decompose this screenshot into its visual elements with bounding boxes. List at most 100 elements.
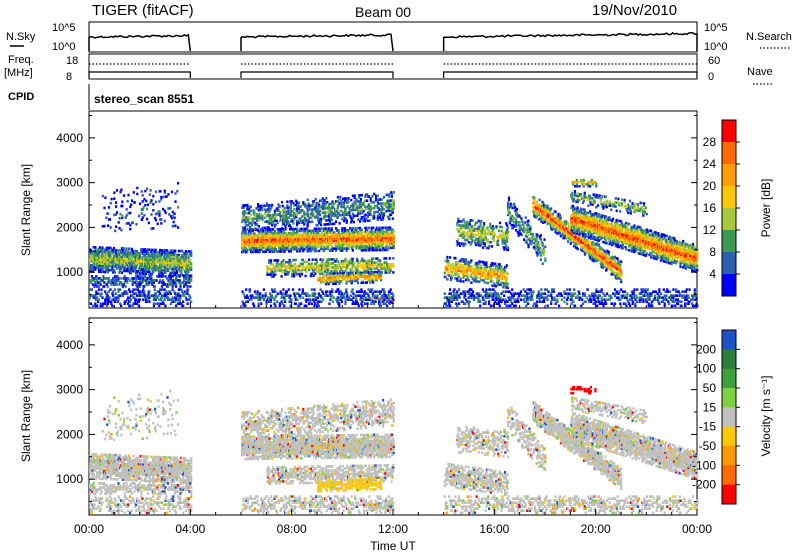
power-cell xyxy=(109,226,112,229)
power-cell xyxy=(146,262,149,266)
power-cell xyxy=(152,268,155,272)
power-cell xyxy=(241,250,245,254)
power-cell xyxy=(327,247,330,251)
power-cell xyxy=(543,238,546,241)
power-cell xyxy=(169,279,172,282)
power-cell xyxy=(543,214,546,217)
power-cell xyxy=(350,245,353,248)
power-cell xyxy=(174,279,177,282)
power-cell xyxy=(153,258,156,262)
power-cell xyxy=(128,269,132,273)
power-cell xyxy=(187,256,190,259)
power-cell xyxy=(134,268,137,271)
power-cell xyxy=(328,235,331,238)
power-cell xyxy=(108,218,111,221)
power-cell xyxy=(122,257,125,260)
power-cell xyxy=(163,219,166,223)
power-cell xyxy=(267,246,270,249)
nave-label: Nave xyxy=(747,66,773,78)
power-cell xyxy=(264,248,268,251)
power-cell xyxy=(131,281,134,284)
power-cell xyxy=(180,270,183,273)
power-cell xyxy=(130,247,133,251)
power-cell xyxy=(146,281,149,284)
power-cell xyxy=(272,236,276,239)
power-cell xyxy=(243,248,246,252)
power-cell xyxy=(106,266,109,270)
power-cell xyxy=(283,248,286,251)
power-cell xyxy=(335,227,338,230)
power-cell xyxy=(156,222,159,226)
power-cell xyxy=(151,252,154,256)
power-cell xyxy=(118,263,121,266)
power-cell xyxy=(113,191,116,194)
power-cell xyxy=(270,230,273,233)
power-cell xyxy=(340,241,343,244)
power-cell xyxy=(140,266,143,269)
power-cell xyxy=(277,240,280,243)
power-cell xyxy=(311,235,315,239)
power-cell xyxy=(132,253,135,257)
power-cell xyxy=(114,265,117,268)
power-cell xyxy=(283,206,286,210)
power-cell xyxy=(166,277,169,280)
power-cell xyxy=(142,206,145,209)
power-cell xyxy=(138,258,141,261)
power-cell xyxy=(90,256,93,259)
power-cell xyxy=(257,225,260,228)
power-cell xyxy=(145,199,148,203)
power-cell xyxy=(171,285,174,288)
power-cell xyxy=(139,277,142,280)
power-cell xyxy=(186,285,189,288)
power-cell xyxy=(120,188,123,192)
power-cell xyxy=(385,257,388,260)
power-cell xyxy=(158,281,161,284)
power-cell xyxy=(105,252,108,256)
power-cell xyxy=(506,246,510,250)
power-cell xyxy=(110,197,113,201)
power-cell xyxy=(148,254,151,258)
power-cell xyxy=(345,245,348,248)
power-cell xyxy=(518,221,521,224)
power-cell xyxy=(174,224,177,228)
power-cell xyxy=(331,245,334,248)
power-cell xyxy=(190,254,193,257)
power-cell xyxy=(139,283,142,286)
power-cell xyxy=(177,281,180,284)
power-cell xyxy=(280,250,283,253)
power-cell xyxy=(120,271,124,274)
noise-left-tick-top: 10^5 xyxy=(52,22,76,34)
power-cell xyxy=(344,243,347,246)
power-cell xyxy=(123,265,126,269)
power-cell xyxy=(134,281,137,284)
power-cell xyxy=(167,261,171,264)
power-cell xyxy=(105,277,108,280)
power-cell xyxy=(159,248,162,252)
power-cell xyxy=(183,275,186,278)
power-cell xyxy=(133,201,136,204)
power-cell xyxy=(172,281,175,284)
noise-right-tick-top: 10^5 xyxy=(704,22,728,34)
power-cell xyxy=(128,253,131,257)
power-cell xyxy=(154,252,157,256)
power-cell xyxy=(245,234,248,238)
power-cell xyxy=(283,234,286,237)
power-cell xyxy=(102,275,105,278)
power-cell xyxy=(183,258,186,261)
power-cell xyxy=(462,280,465,283)
power-cell xyxy=(187,274,190,277)
power-cell xyxy=(249,244,253,248)
power-cell xyxy=(311,220,314,223)
power-cell xyxy=(490,245,494,248)
power-cell xyxy=(132,267,135,271)
power-cell xyxy=(179,285,182,288)
power-cell xyxy=(343,247,346,250)
power-cell xyxy=(152,194,155,198)
power-cell xyxy=(114,277,117,280)
power-cell xyxy=(488,244,491,248)
power-cell xyxy=(245,250,248,254)
power-cell xyxy=(337,231,340,234)
power-cell xyxy=(160,218,163,221)
power-cell xyxy=(153,266,156,270)
power-cell xyxy=(140,190,143,193)
